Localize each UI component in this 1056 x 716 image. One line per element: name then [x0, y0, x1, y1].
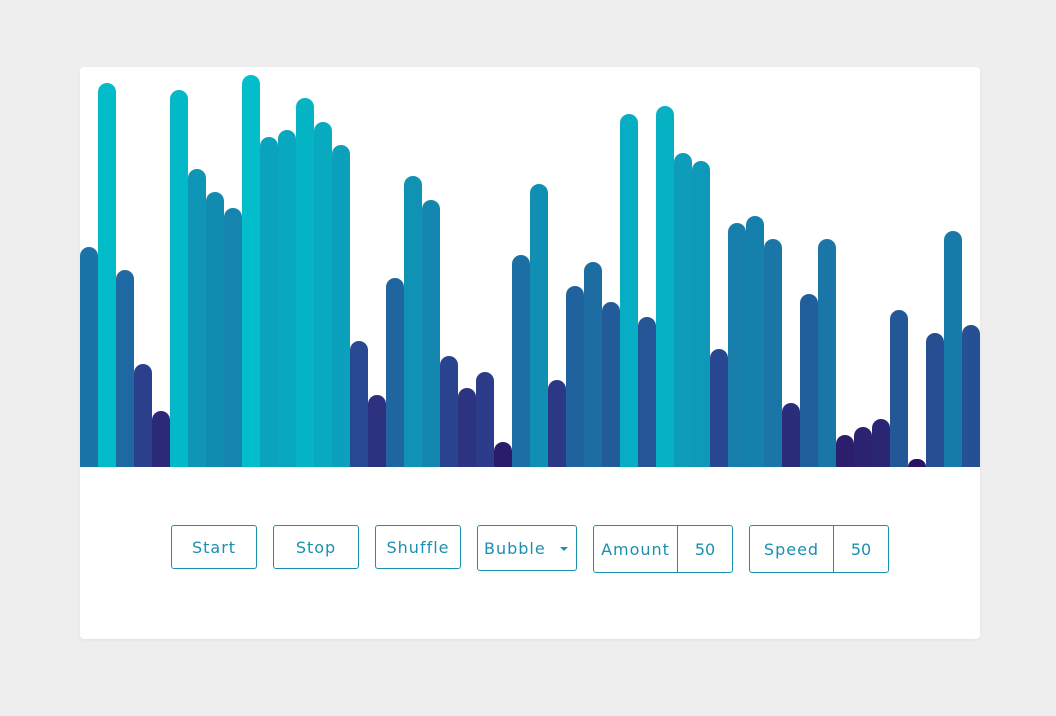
sort-bar [728, 223, 746, 467]
sort-bar [746, 216, 764, 467]
sort-bar [242, 75, 260, 467]
sort-bar [80, 247, 98, 467]
amount-field: Amount [593, 525, 733, 573]
sort-bar [854, 427, 872, 467]
sort-bar [422, 200, 440, 467]
sort-bar [260, 137, 278, 467]
algorithm-selected-value: Bubble [484, 538, 546, 558]
sort-bar [908, 459, 926, 467]
sort-bar [674, 153, 692, 467]
sort-bar [926, 333, 944, 467]
sort-bar [710, 349, 728, 467]
sort-bar [476, 372, 494, 467]
sort-bar [98, 83, 116, 467]
speed-input[interactable] [834, 525, 888, 573]
sort-bar [494, 442, 512, 467]
sort-bar [134, 364, 152, 467]
sort-bar [584, 262, 602, 467]
amount-label: Amount [594, 526, 678, 572]
sort-bar [944, 231, 962, 467]
sort-bar [872, 419, 890, 467]
sort-bar [836, 435, 854, 467]
sort-bar [404, 176, 422, 467]
sort-bar [512, 255, 530, 467]
shuffle-button[interactable]: Shuffle [375, 525, 461, 569]
sort-bar [530, 184, 548, 467]
sort-bar [440, 356, 458, 467]
sort-bar [278, 130, 296, 467]
sort-bar [962, 325, 980, 467]
sort-bar [296, 98, 314, 467]
controls-bar: Start Stop Shuffle Bubble Amount Speed [80, 525, 980, 573]
sort-bar [152, 411, 170, 467]
sorting-bars [80, 67, 980, 467]
sort-bar [890, 310, 908, 467]
sort-bar [368, 395, 386, 467]
sort-bar [188, 169, 206, 467]
start-button[interactable]: Start [171, 525, 257, 569]
sort-bar [656, 106, 674, 467]
sort-bar [386, 278, 404, 467]
sort-bar [692, 161, 710, 467]
sort-bar [800, 294, 818, 467]
speed-label: Speed [750, 526, 834, 572]
sort-bar [332, 145, 350, 467]
sort-bar [116, 270, 134, 467]
sort-bar [818, 239, 836, 467]
sort-bar [170, 90, 188, 467]
sort-bar [782, 403, 800, 467]
sort-bar [548, 380, 566, 467]
sort-bar [620, 114, 638, 467]
chevron-down-icon [560, 547, 568, 551]
visualizer-card: Start Stop Shuffle Bubble Amount Speed [80, 67, 980, 639]
sort-bar [566, 286, 584, 467]
stop-button[interactable]: Stop [273, 525, 359, 569]
sort-bar [224, 208, 242, 467]
sort-bar [458, 388, 476, 467]
sort-bar [602, 302, 620, 467]
amount-input[interactable] [678, 525, 732, 573]
algorithm-select[interactable]: Bubble [477, 525, 577, 571]
sort-bar [206, 192, 224, 467]
sort-bar [314, 122, 332, 467]
sort-bar [350, 341, 368, 467]
speed-field: Speed [749, 525, 889, 573]
sort-bar [638, 317, 656, 467]
sort-bar [764, 239, 782, 467]
